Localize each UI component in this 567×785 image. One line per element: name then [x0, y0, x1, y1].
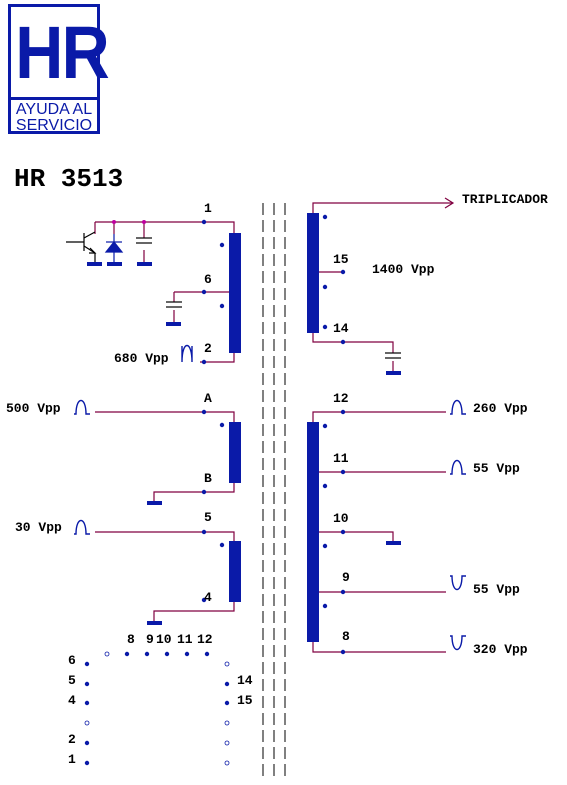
footprint-left-5: 5 — [68, 673, 76, 688]
pin-label-8: 8 — [342, 629, 350, 644]
pulse-55-up-icon — [450, 459, 466, 475]
footprint-top-12: 12 — [197, 632, 213, 647]
pin-label-5: 5 — [204, 510, 212, 525]
pin-label-6: 6 — [204, 272, 212, 287]
capacitor-symbol — [136, 237, 152, 244]
pin-label-15: 15 — [333, 252, 349, 267]
pin-label-b: B — [204, 471, 212, 486]
pin-label-2: 2 — [204, 341, 212, 356]
footprint-left-2: 2 — [68, 732, 76, 747]
pin-label-1: 1 — [204, 201, 212, 216]
hr-logo: HR AYUDA AL SERVICIO — [8, 4, 110, 134]
pulse-waveforms — [74, 344, 466, 651]
pin-label-10: 10 — [333, 511, 349, 526]
pin-footprint: 8 9 10 11 12 6 5 4 2 1 14 15 — [68, 632, 253, 767]
pin-label-14: 14 — [333, 321, 349, 336]
pin-label-a: A — [204, 391, 212, 406]
voltage-1400: 1400 Vpp — [372, 262, 435, 277]
pin-label-12: 12 — [333, 391, 349, 406]
damper-diode — [104, 234, 124, 262]
pulse-500-icon — [74, 399, 90, 415]
footprint-right-14: 14 — [237, 673, 253, 688]
voltage-55-upper: 55 Vpp — [473, 461, 520, 476]
transistor-symbol — [66, 231, 97, 262]
pulse-55-down-icon — [450, 575, 466, 591]
footprint-right-15: 15 — [237, 693, 253, 708]
junction-dots — [112, 220, 146, 224]
logo-divider — [11, 97, 97, 100]
coils — [229, 213, 319, 642]
wiring — [94, 202, 452, 653]
pulse-680-icon — [181, 344, 193, 363]
voltage-680: 680 Vpp — [114, 351, 169, 366]
pulse-320-icon — [450, 635, 466, 651]
logo-subtitle: AYUDA AL SERVICIO — [13, 102, 95, 134]
pulse-30-icon — [74, 519, 90, 535]
footprint-top-10: 10 — [156, 632, 172, 647]
footprint-left-4: 4 — [68, 693, 76, 708]
pin-label-11: 11 — [333, 451, 349, 466]
ground-symbols — [87, 262, 401, 625]
pin-dots — [201, 214, 346, 655]
voltage-30: 30 Vpp — [15, 520, 62, 535]
coil-5-4 — [229, 541, 241, 602]
voltage-500: 500 Vpp — [6, 401, 61, 416]
transformer-core — [262, 203, 286, 778]
logo-line-2: SERVICIO — [15, 117, 93, 134]
footprint-top-11: 11 — [177, 632, 193, 647]
capacitor-pin-6 — [166, 301, 182, 308]
coil-secondary — [307, 422, 319, 642]
coil-hv — [307, 213, 319, 333]
pin-label-9: 9 — [342, 570, 350, 585]
voltage-55-lower: 55 Vpp — [473, 582, 520, 597]
pulse-260-icon — [450, 399, 466, 415]
voltage-320: 320 Vpp — [473, 642, 528, 657]
triplicador-label: TRIPLICADOR — [462, 192, 548, 207]
footprint-left-1: 1 — [68, 752, 76, 767]
coil-primary — [229, 233, 241, 353]
coil-a-b — [229, 422, 241, 483]
footprint-left-6: 6 — [68, 653, 76, 668]
footprint-top-8: 8 — [127, 632, 135, 647]
logo-line-1: AYUDA AL — [15, 101, 93, 118]
capacitor-pin-14 — [385, 352, 401, 359]
footprint-top-9: 9 — [146, 632, 154, 647]
model-title: HR 3513 — [14, 164, 124, 194]
triplicador-arrow — [444, 197, 455, 209]
pin-label-4: 4 — [204, 590, 212, 605]
voltage-260: 260 Vpp — [473, 401, 528, 416]
